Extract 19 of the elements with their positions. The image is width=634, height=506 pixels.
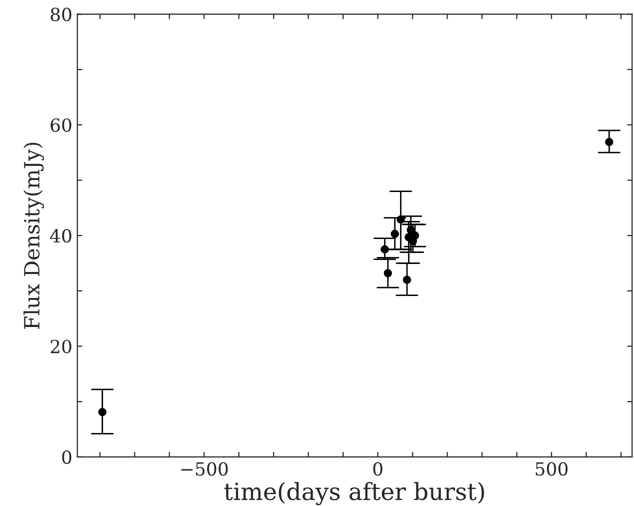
y-tick-label: 20	[50, 340, 72, 354]
point	[384, 269, 392, 278]
point	[605, 138, 614, 146]
point	[402, 276, 412, 284]
y-tick-label: 0	[62, 450, 72, 464]
x-tick-label: 500	[536, 462, 568, 476]
point	[98, 408, 106, 416]
x-axis-title: time(days after burst)	[224, 482, 484, 506]
y-tick-label: 80	[50, 8, 72, 22]
point	[406, 226, 415, 234]
point	[380, 245, 389, 254]
x-tick-label: −500	[181, 462, 228, 476]
point	[410, 231, 420, 240]
point	[390, 230, 399, 238]
point	[396, 215, 405, 224]
y-tick-label: 60	[50, 118, 72, 132]
y-tick-label: 40	[50, 229, 72, 243]
y-axis-title: Flux Density(mJy)	[23, 142, 44, 329]
x-tick-label: 0	[373, 462, 382, 476]
